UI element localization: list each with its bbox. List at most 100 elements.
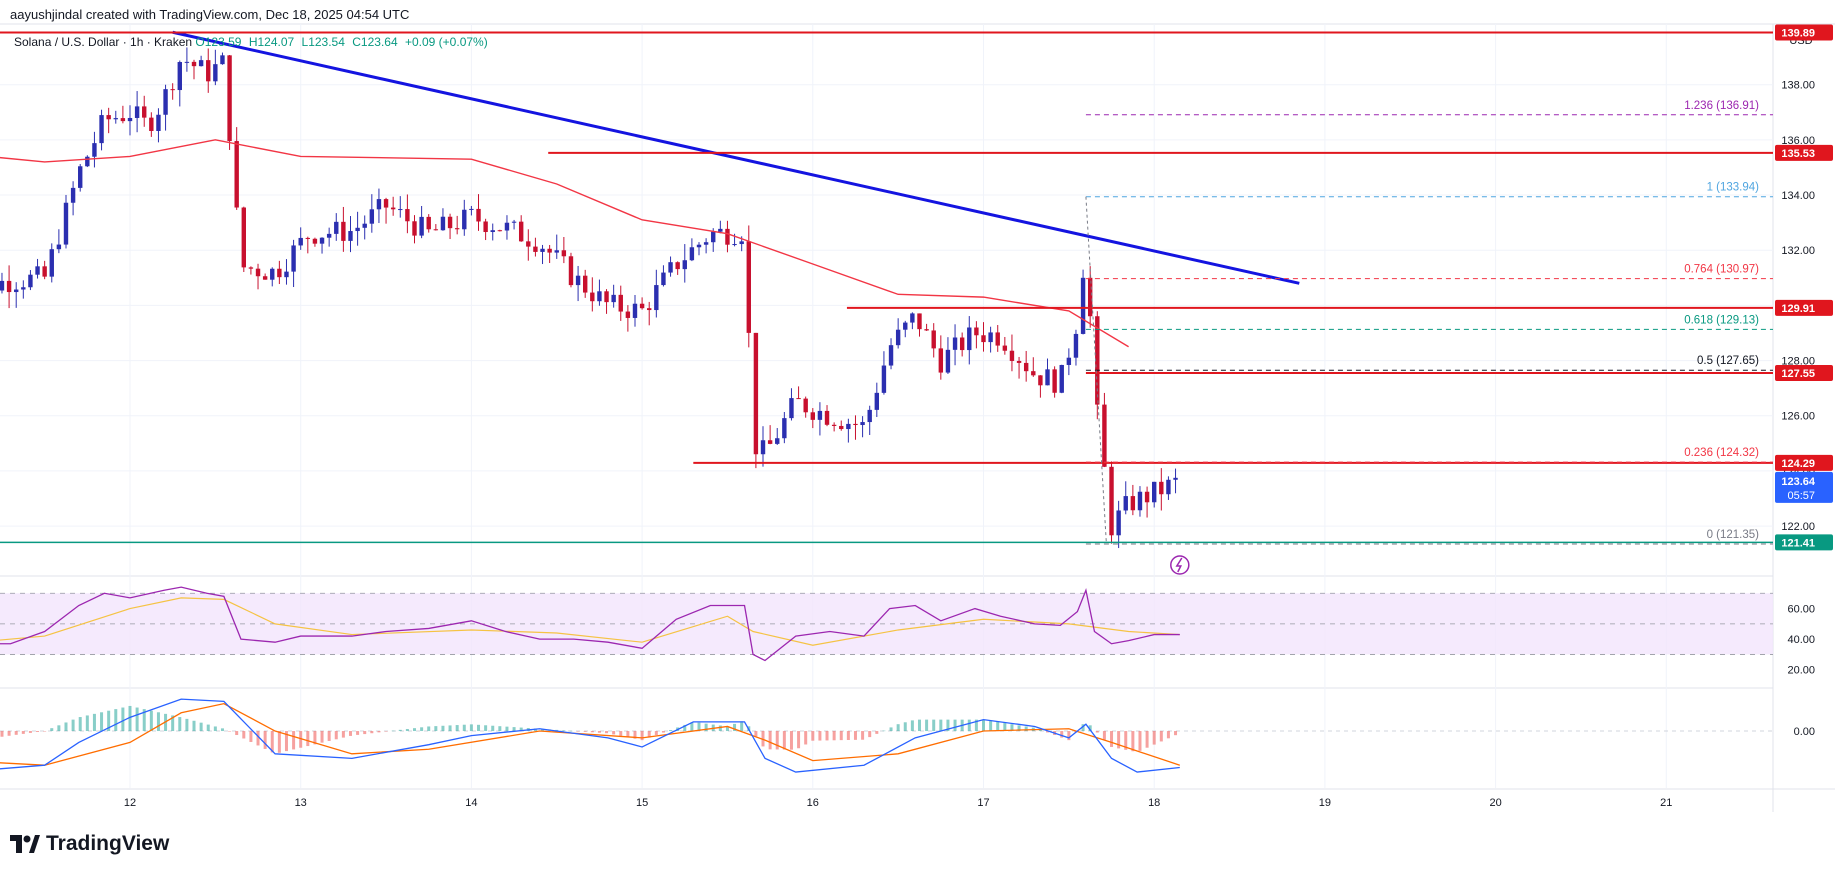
candle-bearish (191, 61, 197, 67)
macd-histogram-bar (434, 726, 438, 732)
macd-histogram-bar (932, 719, 936, 732)
macd-histogram-bar (804, 731, 808, 745)
macd-histogram-bar (242, 731, 246, 739)
x-tick-label: 12 (124, 797, 136, 809)
macd-histogram-bar (334, 731, 338, 740)
macd-histogram-bar (1117, 731, 1121, 749)
candle-bullish (703, 242, 709, 245)
candle-bullish (668, 262, 673, 273)
macd-histogram-bar (597, 731, 601, 733)
rsi-tick-label: 20.00 (1787, 665, 1815, 677)
candle-bearish (931, 330, 936, 349)
macd-histogram-bar (228, 731, 232, 732)
x-tick-label: 20 (1489, 797, 1501, 809)
macd-histogram-bar (441, 725, 445, 732)
macd-histogram-bar (768, 731, 772, 750)
macd-histogram-bar (121, 707, 125, 732)
macd-histogram-bar (292, 731, 296, 750)
rsi-tick-label: 40.00 (1787, 634, 1815, 646)
candle-bearish (590, 292, 595, 302)
fib-level-label: 0 (121.35) (1707, 529, 1760, 541)
candle-bearish (725, 228, 730, 245)
macd-histogram-bar (512, 727, 516, 732)
macd-histogram-bar (78, 717, 82, 732)
close-value: C123.64 (352, 35, 398, 49)
candle-bullish (846, 423, 851, 430)
macd-histogram-bar (718, 725, 722, 732)
macd-histogram-bar (946, 719, 950, 732)
candle-bearish (142, 106, 147, 118)
rsi-tick-label: 60.00 (1787, 604, 1815, 616)
macd-histogram-bar (43, 731, 47, 732)
macd-histogram-bar (704, 723, 708, 732)
macd-histogram-bar (839, 731, 843, 741)
candle-bullish (682, 260, 687, 270)
macd-histogram-bar (270, 731, 274, 753)
macd-histogram-bar (939, 719, 943, 732)
candle-bearish (526, 241, 531, 247)
candle-bearish (447, 216, 453, 229)
candle-bullish (575, 275, 581, 286)
candle-bearish (405, 209, 410, 222)
candle-bullish (56, 244, 62, 250)
macd-histogram-bar (1003, 723, 1007, 732)
candle-bullish (1116, 510, 1121, 536)
candle-bullish (732, 244, 737, 246)
macd-histogram-bar (1038, 729, 1042, 732)
candle-bullish (775, 438, 780, 444)
candle-bullish (319, 237, 325, 244)
fib-level-label: 0.236 (124.32) (1684, 447, 1759, 459)
level-price-label: 124.29 (1781, 458, 1815, 470)
candle-bullish (376, 199, 382, 210)
macd-histogram-bar (107, 710, 111, 732)
macd-histogram-bar (541, 728, 545, 732)
candle-bullish (291, 245, 296, 272)
macd-histogram-bar (14, 731, 18, 735)
macd-histogram-bar (363, 731, 367, 735)
macd-histogram-bar (28, 731, 32, 733)
macd-histogram-bar (114, 709, 118, 732)
candle-bullish (369, 209, 375, 224)
macd-histogram-bar (284, 731, 288, 752)
candle-bullish (711, 231, 716, 243)
candle-bullish (952, 337, 958, 350)
macd-histogram-bar (1124, 731, 1128, 750)
candle-bearish (917, 313, 922, 330)
last-price-badge (1775, 471, 1833, 503)
macd-histogram-bar (1145, 731, 1149, 748)
candle-bearish (255, 268, 261, 277)
candle-bearish (533, 246, 538, 252)
macd-histogram-bar (868, 731, 872, 738)
candle-bearish (1016, 360, 1022, 363)
candle-bearish (106, 115, 111, 120)
macd-histogram-bar (427, 726, 431, 732)
candle-bullish (85, 156, 90, 167)
y-tick-label: 122.00 (1781, 521, 1815, 533)
macd-histogram-bar (782, 731, 786, 750)
macd-histogram-bar (1081, 724, 1085, 732)
macd-histogram-bar (740, 721, 744, 732)
macd-histogram-bar (7, 731, 11, 736)
candle-bullish (1073, 333, 1079, 358)
candle-bearish (390, 207, 396, 210)
macd-histogram-bar (235, 731, 239, 736)
macd-histogram-bar (377, 731, 381, 733)
candle-bullish (78, 166, 83, 188)
candle-bearish (277, 268, 282, 278)
macd-histogram-bar (484, 725, 488, 732)
level-price-badge (1775, 299, 1833, 316)
macd-histogram-bar (21, 731, 25, 734)
macd-histogram-bar (1060, 731, 1064, 738)
level-price-label: 135.53 (1781, 148, 1815, 160)
candle-bearish (995, 332, 1000, 346)
macd-histogram-bar (967, 719, 971, 732)
candle-bullish (355, 227, 360, 232)
macd-histogram-bar (832, 731, 836, 741)
candle-bearish (1009, 350, 1015, 361)
candle-bearish (625, 311, 631, 318)
candle-bullish (597, 291, 602, 302)
macd-histogram-bar (85, 715, 89, 732)
macd-histogram-bar (185, 718, 189, 732)
candle-bearish (476, 208, 481, 222)
